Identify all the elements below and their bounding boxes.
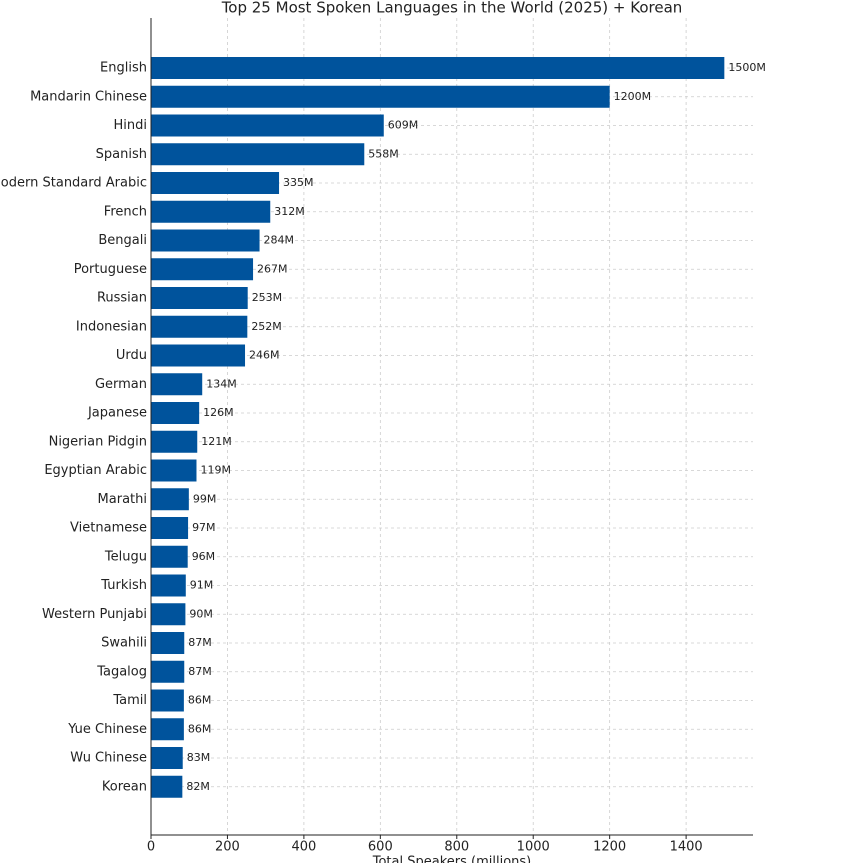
x-axis-label: Total Speakers (millions) — [372, 855, 532, 863]
value-label: 97M — [192, 521, 216, 534]
value-label: 96M — [192, 550, 216, 563]
bar — [151, 430, 198, 453]
value-label: 82M — [186, 780, 210, 793]
y-tick-label: Vietnamese — [70, 521, 147, 536]
y-tick-label: English — [100, 61, 147, 76]
y-tick-label: Urdu — [116, 348, 147, 363]
value-label: 119M — [200, 464, 231, 477]
value-label: 252M — [251, 320, 282, 333]
value-label: 1200M — [614, 90, 652, 103]
bar — [151, 632, 185, 654]
value-label: 87M — [188, 665, 212, 678]
bar — [151, 200, 271, 223]
value-label: 83M — [187, 751, 211, 764]
y-tick-label: Mandarin Chinese — [30, 89, 147, 104]
value-label: 335M — [283, 176, 314, 189]
y-tick-label: Marathi — [98, 492, 147, 507]
y-tick-label: Swahili — [101, 636, 147, 651]
x-tick-label: 600 — [368, 840, 393, 855]
chart-title: Top 25 Most Spoken Languages in the Worl… — [221, 0, 683, 17]
x-tick-label: 0 — [147, 840, 155, 855]
value-label: 253M — [252, 291, 282, 304]
x-tick-label: 1400 — [670, 840, 703, 855]
value-label: 609M — [388, 119, 419, 132]
value-label: 246M — [249, 349, 280, 362]
value-label: 86M — [188, 722, 212, 735]
value-label: 1500M — [728, 61, 766, 74]
y-tick-label: Japanese — [87, 406, 147, 421]
bar — [151, 689, 184, 712]
value-label: 86M — [188, 694, 212, 707]
value-label: 90M — [189, 607, 213, 620]
bar — [151, 344, 246, 367]
value-label: 558M — [368, 147, 399, 160]
value-label: 99M — [193, 492, 217, 505]
bar — [151, 258, 254, 281]
bar — [151, 574, 186, 597]
value-label: 87M — [188, 636, 212, 649]
bar — [151, 143, 365, 166]
value-label: 121M — [201, 435, 232, 448]
bar — [151, 287, 248, 309]
bar — [151, 172, 280, 194]
bar — [151, 459, 197, 482]
y-tick-label: German — [95, 377, 147, 392]
value-label: 126M — [203, 406, 234, 419]
bar — [151, 517, 189, 539]
bar — [151, 85, 610, 108]
y-tick-label: Nigerian Pidgin — [49, 434, 147, 449]
x-tick-label: 200 — [215, 840, 240, 855]
bar — [151, 747, 183, 769]
y-tick-label: French — [104, 204, 147, 219]
x-tick-label: 1000 — [517, 840, 550, 855]
y-tick-label: Indonesian — [76, 319, 147, 334]
y-tick-label: Bengali — [98, 233, 147, 248]
y-tick-label: Russian — [97, 291, 147, 306]
bar — [151, 315, 248, 338]
bar — [151, 57, 725, 79]
y-tick-label: Western Punjabi — [42, 607, 147, 622]
x-tick-label: 1200 — [593, 840, 626, 855]
y-tick-label: Tamil — [112, 693, 147, 708]
bar — [151, 545, 188, 568]
value-label: 267M — [257, 262, 288, 275]
y-tick-label: Hindi — [114, 118, 148, 133]
y-tick-label: Spanish — [96, 147, 147, 162]
value-label: 312M — [274, 205, 305, 218]
y-tick-label: Yue Chinese — [67, 722, 147, 737]
bar — [151, 775, 183, 798]
bar — [151, 373, 203, 396]
y-tick-label: Korean — [102, 779, 147, 794]
x-tick-label: 800 — [444, 840, 469, 855]
bar — [151, 402, 200, 424]
bar — [151, 660, 185, 683]
bar — [151, 718, 184, 741]
value-label: 134M — [206, 377, 237, 390]
y-tick-label: Turkish — [100, 578, 147, 593]
x-tick-label: 400 — [291, 840, 316, 855]
y-tick-label: Egyptian Arabic — [44, 463, 147, 478]
y-tick-label: Tagalog — [96, 664, 147, 679]
bar — [151, 114, 384, 137]
y-tick-label: Modern Standard Arabic — [0, 176, 147, 191]
y-tick-label: Portuguese — [74, 262, 147, 277]
bar — [151, 603, 186, 626]
value-label: 91M — [190, 579, 214, 592]
value-label: 284M — [264, 234, 295, 247]
y-tick-label: Telugu — [104, 549, 147, 564]
bar — [151, 229, 260, 252]
bar — [151, 488, 189, 511]
y-tick-label: Wu Chinese — [70, 751, 147, 766]
